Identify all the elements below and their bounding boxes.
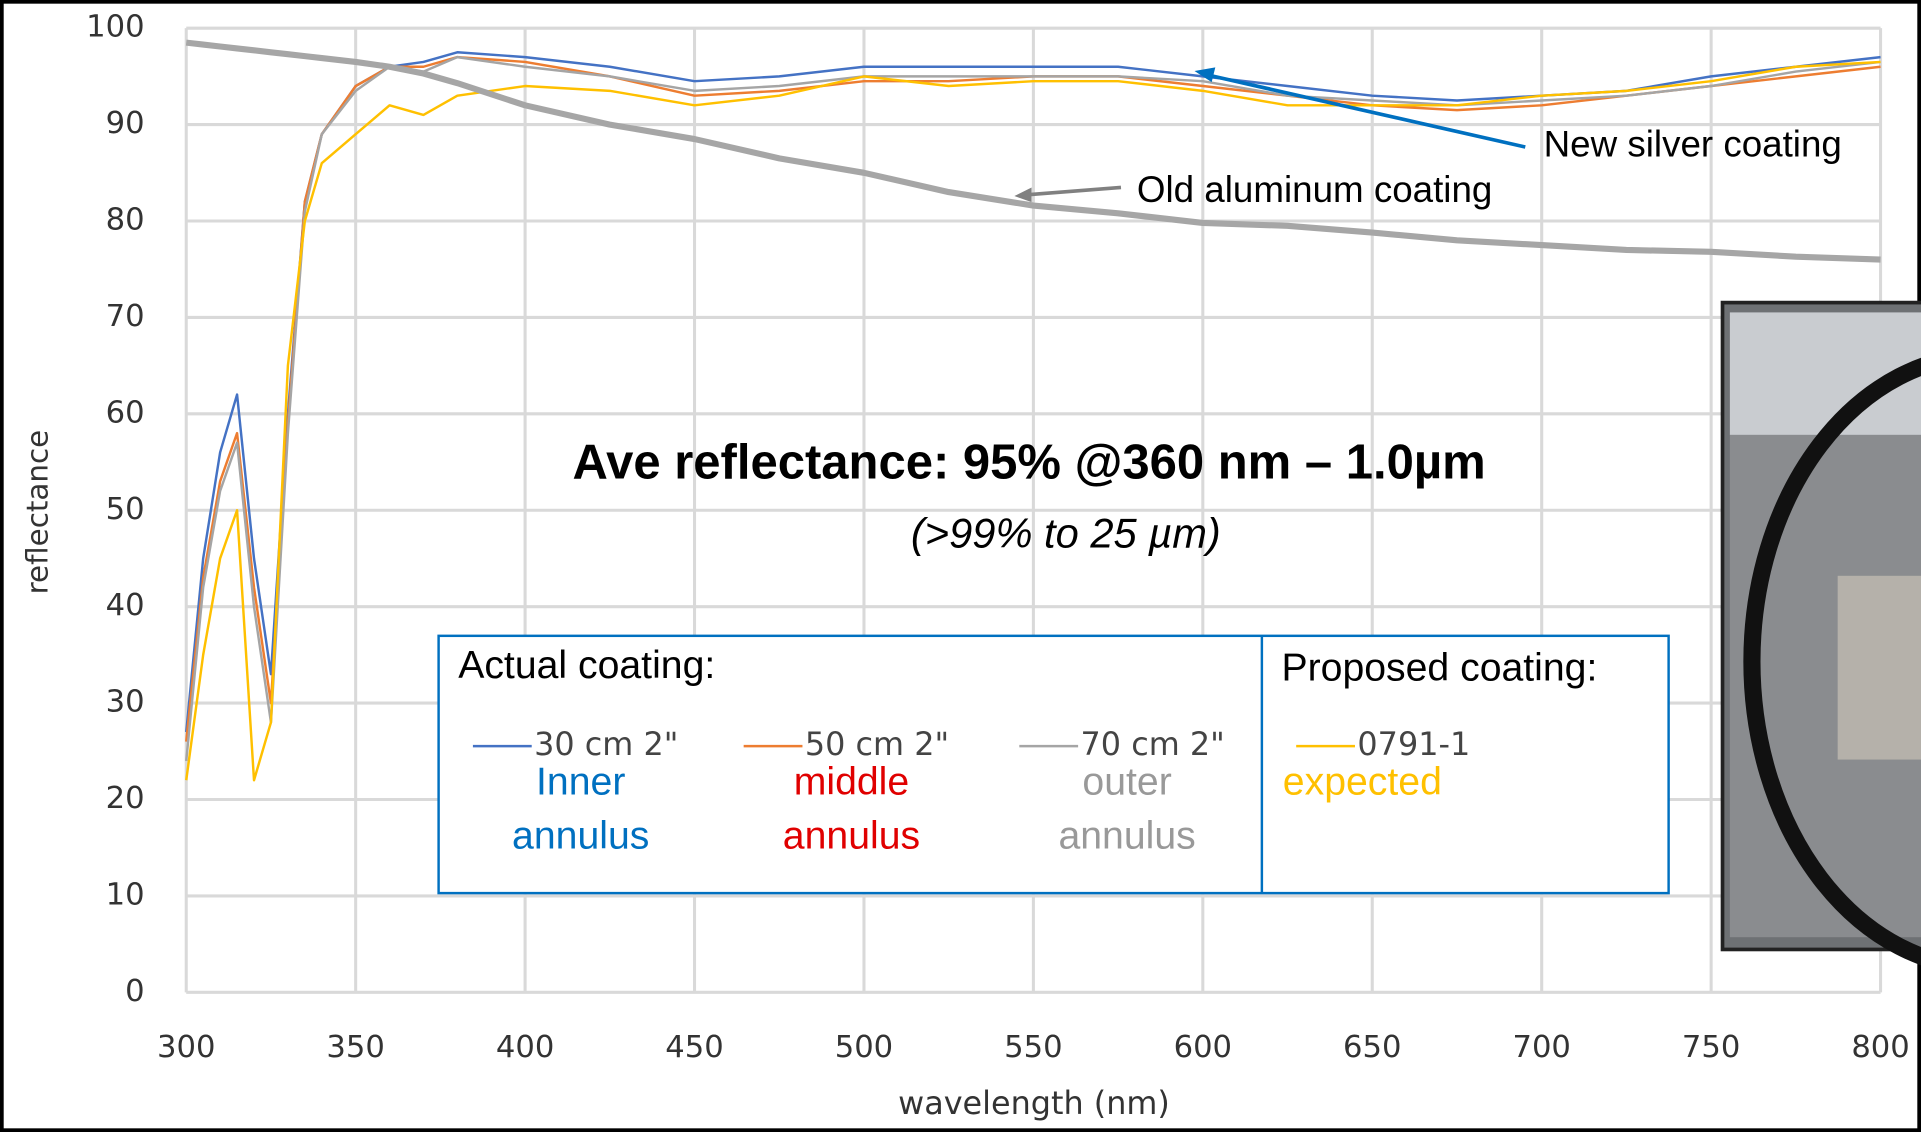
y-tick-label: 20	[106, 781, 145, 816]
legend-label: 70 cm 2"	[1081, 725, 1225, 763]
y-tick-label: 50	[106, 492, 145, 527]
series-line	[185, 39, 1881, 263]
legend-label: 30 cm 2"	[534, 725, 678, 763]
x-tick-label: 800	[1851, 1030, 1909, 1065]
y-tick-label: 80	[106, 203, 145, 238]
y-tick-label: 40	[106, 588, 145, 623]
x-tick-label: 300	[157, 1030, 215, 1065]
x-tick-label: 350	[326, 1030, 384, 1065]
x-tick-label: 750	[1682, 1030, 1740, 1065]
y-tick-label: 0	[125, 974, 144, 1009]
legend-note: annulus	[512, 814, 649, 857]
y-tick-label: 60	[106, 395, 145, 430]
lines	[185, 39, 1881, 782]
x-tick-label: 650	[1343, 1030, 1401, 1065]
x-tick-label: 450	[665, 1030, 723, 1065]
x-axis-label: wavelength (nm)	[898, 1084, 1170, 1122]
series-line	[185, 60, 1881, 782]
legend-label: 0791-1	[1357, 725, 1470, 763]
annotation-arrow	[1026, 185, 1122, 197]
arrow-head	[1014, 187, 1032, 203]
legend-note: annulus	[783, 814, 920, 857]
y-tick-label: 100	[86, 10, 144, 45]
annotation: New silver coating	[1544, 124, 1842, 165]
y-axis-label: reflectance	[21, 430, 55, 595]
legend-note: Inner	[536, 760, 625, 803]
legend-note: annulus	[1058, 814, 1195, 857]
legend-note: expected	[1283, 760, 1442, 803]
y-tick-label: 90	[106, 106, 145, 141]
x-tick-label: 400	[496, 1030, 554, 1065]
y-tick-label: 30	[106, 685, 145, 720]
legend-box	[437, 634, 1670, 895]
y-tick-label: 70	[106, 299, 145, 334]
x-tick-label: 500	[835, 1030, 893, 1065]
subheadline: (>99% to 25 µm)	[911, 510, 1221, 557]
y-tick-label: 10	[106, 877, 145, 912]
series-line	[185, 51, 1881, 733]
photo-ring	[1743, 357, 1921, 966]
legend-note: middle	[794, 760, 909, 803]
annotation-arrow	[1206, 72, 1526, 149]
arrow-head	[1194, 67, 1216, 83]
series-line	[185, 55, 1881, 742]
legend-note: outer	[1082, 760, 1171, 803]
legend-group: Proposed coating:	[1281, 646, 1597, 689]
photo-device	[1837, 575, 1921, 760]
legend-label: 50 cm 2"	[805, 725, 949, 763]
x-tick-label: 700	[1512, 1030, 1570, 1065]
headline: Ave reflectance: 95% @360 nm – 1.0µm	[573, 435, 1486, 489]
annotation: Old aluminum coating	[1137, 169, 1492, 210]
legend: 30 cm 2"Inner annulus 50 cm 2"middle annulu…	[472, 725, 1470, 857]
legend-group: Actual coating:	[458, 644, 715, 687]
x-tick-label: 550	[1004, 1030, 1062, 1065]
x-tick-label: 600	[1174, 1030, 1232, 1065]
photo	[1720, 300, 1921, 966]
